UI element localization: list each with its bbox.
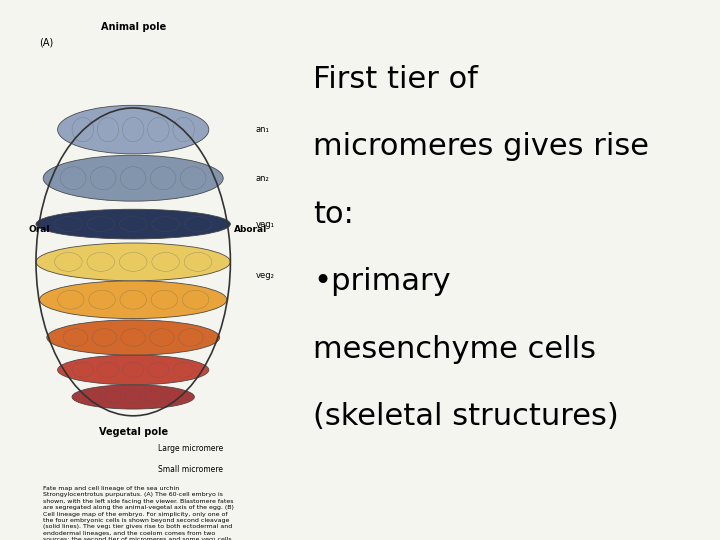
Ellipse shape [43,156,223,201]
Text: to:: to: [313,200,354,229]
Ellipse shape [58,355,209,384]
Text: an₁: an₁ [256,125,269,134]
Ellipse shape [40,281,227,319]
Text: veg₁: veg₁ [256,220,274,228]
Text: an₂: an₂ [256,174,269,183]
Text: Fate map and cell lineage of the sea urchin
Strongylocentrotus purpuratus. (A) T: Fate map and cell lineage of the sea urc… [43,486,234,540]
Text: Vegetal pole: Vegetal pole [99,427,168,437]
Text: mesenchyme cells: mesenchyme cells [313,335,596,364]
Text: First tier of: First tier of [313,65,478,94]
Ellipse shape [47,320,220,355]
Text: (skeletal structures): (skeletal structures) [313,402,619,431]
Text: micromeres gives rise: micromeres gives rise [313,132,649,161]
Text: veg₂: veg₂ [256,271,274,280]
Text: Oral: Oral [29,225,50,234]
Text: Animal pole: Animal pole [101,22,166,32]
Ellipse shape [36,209,230,239]
Text: (A): (A) [40,38,54,48]
Text: Aboral: Aboral [234,225,267,234]
Text: Small micromere: Small micromere [158,465,223,474]
Ellipse shape [58,105,209,154]
Text: •primary: •primary [313,267,451,296]
Ellipse shape [72,384,194,409]
Ellipse shape [36,243,230,281]
Text: Large micromere: Large micromere [158,444,224,453]
